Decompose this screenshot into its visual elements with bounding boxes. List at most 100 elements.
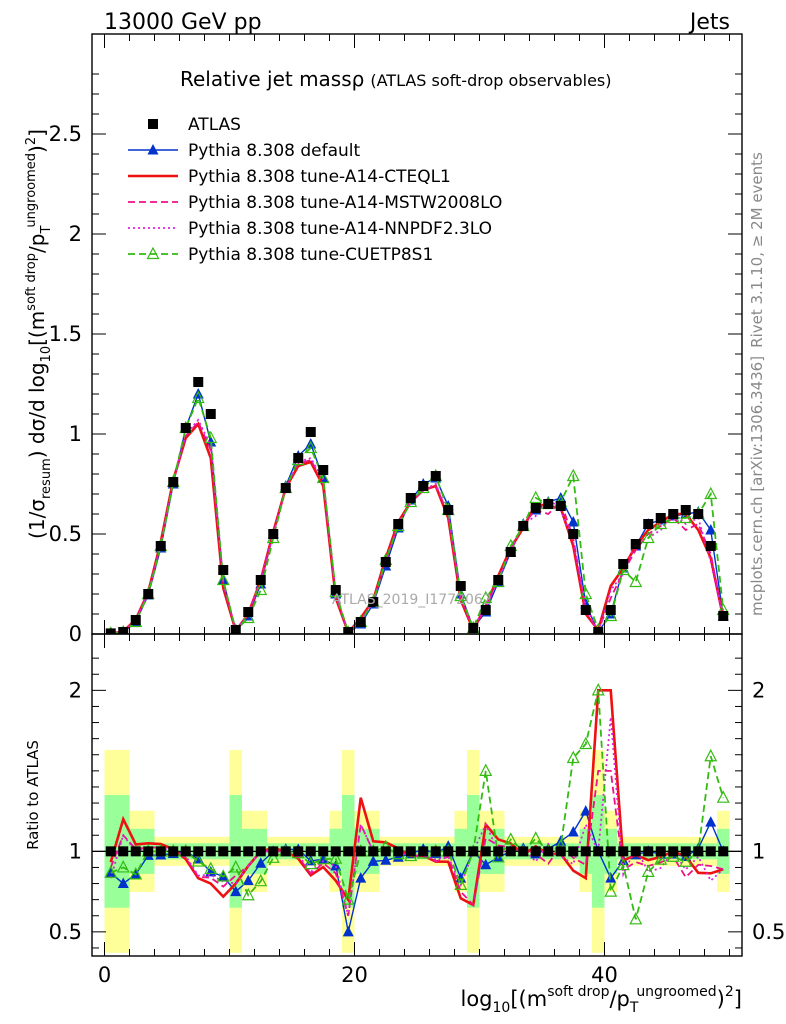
series-point-0 (155, 541, 166, 551)
series-point-0 (230, 625, 241, 634)
ratio-line-5 (110, 690, 725, 920)
side-label-rivet: Rivet 3.1.10, ≥ 2M events (748, 152, 766, 348)
series-point-5 (579, 586, 593, 600)
ratio-point-0 (555, 846, 566, 857)
series-point-5 (316, 470, 330, 484)
ratio-point-0 (393, 846, 404, 857)
side-label-mcplots: mcplots.cern.ch [arXiv:1306.3436] (748, 356, 766, 616)
legend-label: Pythia 8.308 tune-A14-MSTW2008LO (188, 193, 502, 213)
ratio-point-0 (593, 846, 604, 857)
ratio-y-tick-label: 1 (69, 839, 82, 863)
series-point-1 (205, 436, 217, 447)
ratio-point-0 (243, 846, 254, 857)
ratio-point-5 (204, 861, 218, 875)
ratio-point-1 (342, 925, 354, 937)
legend-label: Pythia 8.308 tune-CUETP8S1 (188, 245, 433, 265)
series-point-0 (493, 575, 504, 585)
legend: ATLAS Pythia 8.308 default Pythia 8.308 tu… (128, 115, 502, 265)
ratio-point-0 (280, 846, 291, 857)
series-point-0 (568, 529, 579, 539)
ratio-point-0 (718, 846, 729, 857)
ratio-point-5 (566, 750, 580, 764)
series-point-0 (105, 628, 116, 634)
y-axis-label-ratio: Ratio to ATLAS (24, 740, 42, 850)
ratio-point-0 (680, 846, 691, 857)
series-point-0 (280, 483, 291, 493)
series-point-0 (618, 559, 629, 569)
ratio-point-0 (630, 846, 641, 857)
series-point-5 (654, 516, 668, 530)
series-point-0 (705, 541, 716, 551)
ratio-point-5 (591, 683, 605, 696)
series-point-0 (268, 529, 279, 539)
series-point-0 (393, 519, 404, 529)
ratio-point-0 (205, 846, 216, 857)
ratio-panel-frame (91, 633, 743, 957)
legend-marker (147, 144, 159, 155)
series-point-0 (118, 627, 129, 634)
ratio-point-5 (504, 832, 518, 845)
series-point-5 (454, 588, 468, 602)
ratio-point-1 (255, 857, 267, 868)
ratio-point-0 (580, 846, 591, 857)
ratio-point-5 (641, 864, 655, 877)
plot-title: Relative jet massρ (ATLAS soft-drop obser… (180, 67, 611, 91)
ratio-point-0 (368, 846, 379, 857)
ratio-point-0 (155, 846, 166, 857)
ratio-point-0 (105, 846, 116, 857)
series-point-0 (368, 597, 379, 607)
series-point-0 (405, 493, 416, 503)
ratio-point-0 (480, 846, 491, 857)
series-point-0 (193, 377, 204, 387)
series-point-0 (243, 607, 254, 617)
ratio-point-5 (304, 856, 318, 870)
ratio-point-5 (491, 850, 505, 863)
series-point-5 (241, 610, 255, 624)
series-point-0 (305, 427, 316, 437)
ratio-point-5 (254, 873, 268, 887)
ratio-point-5 (316, 851, 330, 865)
ratio-point-0 (518, 846, 529, 857)
ratio-point-5 (104, 865, 118, 878)
ratio-point-0 (343, 846, 354, 857)
series-point-0 (718, 611, 729, 621)
legend-marker (146, 246, 160, 260)
ratio-point-1 (355, 872, 367, 883)
ratio-y-tick-label-right: 1 (752, 839, 765, 863)
ratio-point-5 (116, 860, 130, 873)
ratio-point-5 (704, 748, 718, 762)
y-tick-label: 1 (69, 422, 82, 446)
ratio-point-0 (543, 846, 554, 857)
analysis-watermark: ATLAS_2019_I1772062 (332, 592, 492, 608)
ratio-point-0 (318, 846, 329, 857)
ratio-point-5 (129, 867, 143, 880)
series-point-5 (216, 572, 230, 586)
ratio-point-1 (480, 858, 492, 870)
series-point-1 (705, 524, 717, 535)
ratio-point-0 (143, 846, 154, 857)
ratio-point-0 (505, 846, 516, 857)
ratio-point-5 (229, 860, 243, 873)
legend-label: Pythia 8.308 tune-A14-CTEQL1 (188, 167, 451, 187)
series-point-5 (679, 510, 693, 524)
series-point-0 (355, 617, 366, 627)
y-tick-label: 1.5 (49, 322, 82, 346)
series-point-5 (529, 490, 543, 504)
ratio-point-1 (330, 859, 342, 871)
series-point-0 (543, 499, 554, 509)
ratio-point-0 (118, 846, 129, 857)
series-point-5 (191, 390, 205, 404)
series-point-0 (443, 505, 454, 515)
main-series-group (105, 377, 730, 634)
ratio-point-5 (216, 869, 230, 882)
ratio-point-0 (443, 846, 454, 857)
series-point-0 (318, 465, 329, 475)
series-point-0 (593, 627, 604, 634)
ratio-point-1 (242, 874, 254, 886)
y-tick-label: 2.5 (49, 122, 82, 146)
series-point-0 (205, 409, 216, 419)
ratio-point-5 (579, 736, 593, 750)
ratio-line-1 (110, 809, 724, 933)
ratio-point-1 (230, 885, 242, 897)
